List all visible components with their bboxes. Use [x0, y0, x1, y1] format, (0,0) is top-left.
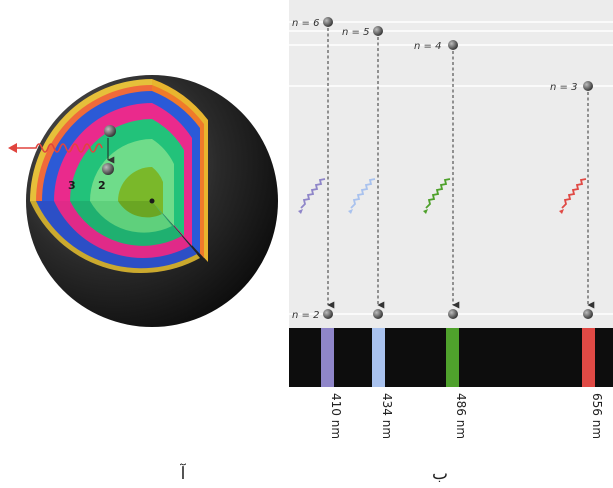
photon-656 [561, 178, 587, 209]
electron-n6 [323, 17, 333, 27]
wavelength-label-434: 434 nm [380, 393, 394, 439]
electron-n4 [448, 40, 458, 50]
photon-486 [425, 178, 451, 209]
level-label-n6: n = 6 [292, 18, 319, 29]
energy-diagram-background [289, 0, 613, 328]
photon-arrowhead-486 [423, 209, 428, 214]
caption-a: آ [180, 462, 187, 484]
shell-number-3: 3 [68, 179, 76, 192]
nucleus [149, 198, 155, 204]
emitted-photon-wave [14, 143, 103, 153]
photon-arrowhead-656 [559, 209, 564, 214]
level-label-n4: n = 4 [414, 41, 441, 52]
spectral-line-486 [446, 328, 459, 387]
photon-410 [300, 178, 326, 209]
caption-b: ب [432, 464, 448, 484]
photon-arrowheads [298, 209, 564, 214]
photon-arrowhead-434 [348, 209, 353, 214]
energy-level-diagram: n = 6 n = 5 n = 4 n = 3 n = 2 [289, 0, 613, 439]
level-label-n2: n = 2 [292, 310, 319, 321]
electron-n2-a [323, 309, 333, 319]
photon-arrowhead-410 [298, 209, 303, 214]
transition-lines [327, 28, 595, 309]
atom-sphere-illustration: 3 2 [8, 75, 278, 327]
electron-inner [102, 163, 114, 175]
emitted-photon-arrowhead [8, 143, 17, 153]
shell-number-2: 2 [98, 179, 106, 192]
electron-n5 [373, 26, 383, 36]
spectral-line-410 [321, 328, 334, 387]
level-label-n5: n = 5 [342, 27, 369, 38]
electron-n2-b [373, 309, 383, 319]
spectral-line-656 [582, 328, 595, 387]
wavelength-label-656: 656 nm [590, 393, 604, 439]
electron-outer [104, 125, 116, 137]
photon-squiggles [300, 178, 587, 209]
spectral-line-434 [372, 328, 385, 387]
photon-434 [350, 178, 376, 209]
wavelength-label-410: 410 nm [329, 393, 343, 439]
level-label-n3: n = 3 [550, 82, 577, 93]
wavelength-label-486: 486 nm [454, 393, 468, 439]
electron-n2-d [583, 309, 593, 319]
electron-n2-c [448, 309, 458, 319]
electron-n3 [583, 81, 593, 91]
atom-cutaway-side [152, 79, 208, 262]
